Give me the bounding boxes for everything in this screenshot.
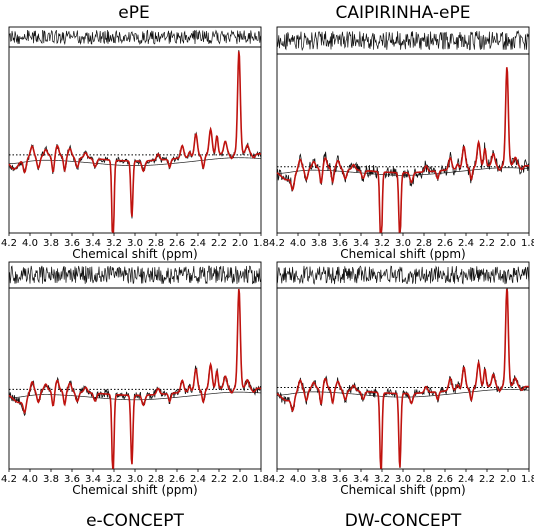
x-tick-label: 4.2 [1,238,17,249]
x-axis-label-epe: Chemical shift (ppm) [72,247,198,261]
x-tick-label: 2.8 [148,474,164,485]
x-tick-label: 4.0 [290,238,306,249]
panel-caipirinha-epe: CAIPIRINHA-ePE 4.2 4.0 3.8 3.6 3.4 3.2 3.0 2.8 2… [269,3,534,261]
spectrum-frame-e-concept [8,287,262,470]
measured-series-line [276,70,530,233]
x-tick-label: 3.8 [311,474,327,485]
x-tick-label: 4.0 [22,238,38,249]
x-tick-label: 3.8 [43,474,59,485]
x-tick-label: 2.0 [232,474,248,485]
x-tick-label: 2.4 [190,238,206,249]
x-tick-label: 2.2 [211,238,227,249]
panel-epe: ePE 4.2 4.0 3.8 3.6 3.4 3.2 3.0 2.8 2.6 2.4 2.2 2.0… [1,3,269,261]
x-tick-label: 4.2 [269,238,285,249]
x-tick-label: 1.8 [521,238,534,249]
x-tick-label: 2.4 [458,474,474,485]
x-tick-label: 3.6 [64,474,80,485]
x-axis-label-caipirinha-epe: Chemical shift (ppm) [340,247,466,261]
panel-title-caipirinha-epe: CAIPIRINHA-ePE [336,3,471,23]
x-tick-label: 1.8 [253,238,269,249]
fit-series-line [8,288,262,469]
x-tick-label: 1.8 [521,474,534,485]
x-tick-label: 4.2 [1,474,17,485]
fit-series-line [276,67,530,233]
x-ticks-epe: 4.2 4.0 3.8 3.6 3.4 3.2 3.0 2.8 2.6 2.4 2.2 2.0 1.8 [1,233,269,249]
x-tick-label: 3.6 [332,474,348,485]
residual-frame-caipirinha-epe [276,26,530,55]
x-tick-label: 3.2 [106,238,122,249]
x-tick-label: 3.4 [353,474,369,485]
panel-title-epe: ePE [118,3,149,23]
panel-dw-concept: DW-CONCEPT 4.2 4.0 3.8 3.6 3.4 3.2 3.0 2.8 2.6 2.… [269,261,534,531]
fit-series-line [276,288,530,469]
x-tick-label: 2.2 [479,474,495,485]
x-axis-label-dw-concept: Chemical shift (ppm) [340,483,466,497]
residual-series-line [276,29,530,52]
x-tick-label: 2.2 [211,474,227,485]
x-tick-label: 3.4 [85,474,101,485]
residual-series-line [276,265,530,285]
x-tick-label: 2.8 [416,474,432,485]
x-tick-label: 3.2 [374,238,390,249]
panel-title-dw-concept: DW-CONCEPT [345,511,462,531]
fit-series-line [8,51,262,233]
spectrum-frame-caipirinha-epe [276,53,530,234]
measured-series-line [8,289,262,469]
x-tick-label: 2.6 [437,238,453,249]
x-tick-label: 4.2 [269,474,285,485]
x-tick-label: 3.0 [127,474,143,485]
x-tick-label: 3.0 [395,238,411,249]
x-tick-label: 3.4 [353,238,369,249]
x-tick-label: 3.8 [43,238,59,249]
x-tick-label: 3.6 [332,238,348,249]
x-tick-label: 2.6 [169,474,185,485]
x-ticks-dw-concept: 4.2 4.0 3.8 3.6 3.4 3.2 3.0 2.8 2.6 2.4 2.2 2.0 1.8 [269,469,534,485]
x-tick-label: 3.0 [127,238,143,249]
residual-series-line [8,29,262,46]
x-tick-label: 2.2 [479,238,495,249]
x-tick-label: 3.6 [64,238,80,249]
x-tick-label: 2.0 [500,474,516,485]
x-tick-label: 2.6 [437,474,453,485]
x-tick-label: 3.8 [311,238,327,249]
x-ticks-e-concept: 4.2 4.0 3.8 3.6 3.4 3.2 3.0 2.8 2.6 2.4 2.2 2.0 1.8 [1,469,269,485]
residual-series-line [8,265,262,285]
x-axis-label-e-concept: Chemical shift (ppm) [72,483,198,497]
x-tick-label: 2.8 [148,238,164,249]
x-tick-label: 1.8 [253,474,269,485]
x-tick-label: 2.0 [232,238,248,249]
x-tick-label: 2.6 [169,238,185,249]
x-tick-label: 3.2 [106,474,122,485]
x-tick-label: 2.0 [500,238,516,249]
x-tick-label: 2.4 [458,238,474,249]
x-tick-label: 3.0 [395,474,411,485]
panel-title-e-concept: e-CONCEPT [86,511,184,531]
x-tick-label: 2.4 [190,474,206,485]
x-ticks-caipirinha-epe: 4.2 4.0 3.8 3.6 3.4 3.2 3.0 2.8 2.6 2.4 2.2 2.0 1.8 [269,233,534,249]
x-tick-label: 4.0 [22,474,38,485]
x-tick-label: 3.4 [85,238,101,249]
x-tick-label: 4.0 [290,474,306,485]
spectrum-frame-epe [8,46,262,234]
x-tick-label: 3.2 [374,474,390,485]
measured-series-line [8,50,262,233]
x-tick-label: 2.8 [416,238,432,249]
panel-e-concept: e-CONCEPT 4.2 4.0 3.8 3.6 3.4 3.2 3.0 2.8 2.6 2.4… [1,261,269,531]
residual-frame-e-concept [8,261,262,289]
